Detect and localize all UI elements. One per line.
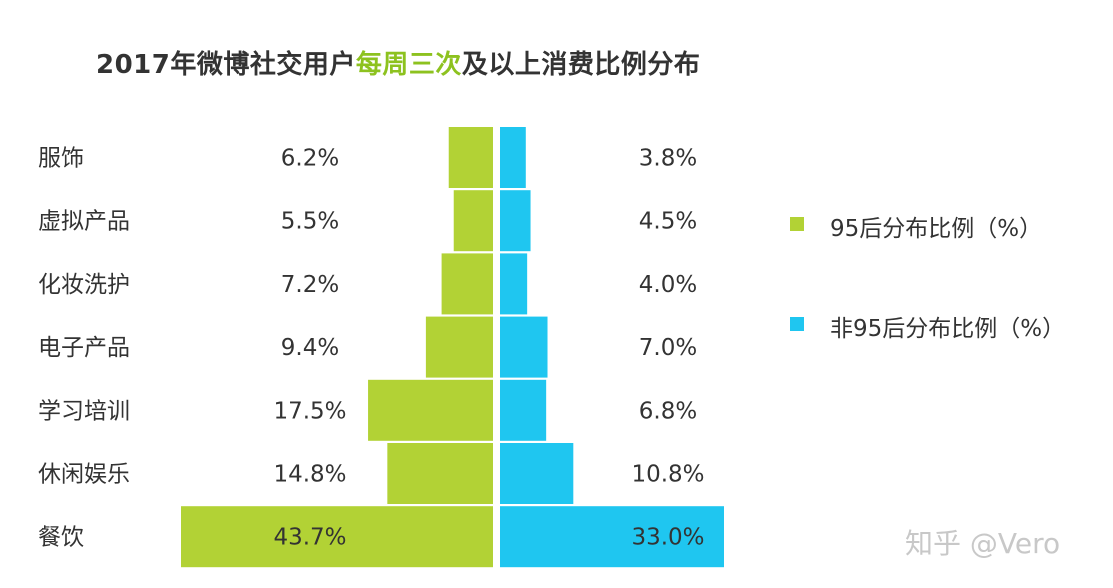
bar-95 — [181, 506, 493, 568]
value-label-non95: 33.0% — [631, 525, 704, 551]
bar-non95 — [500, 253, 528, 315]
chart-legend: 95后分布比例（%） 非95后分布比例（%） — [790, 205, 1090, 405]
bar-95 — [453, 190, 493, 252]
bar-95 — [387, 443, 493, 504]
category-label: 虚拟产品 — [38, 209, 130, 235]
category-label: 学习培训 — [38, 398, 130, 424]
value-label-95: 9.4% — [281, 335, 339, 361]
legend-swatch-non95 — [790, 317, 804, 331]
value-label-non95: 6.8% — [639, 398, 697, 424]
value-label-non95: 4.5% — [639, 209, 697, 235]
bar-non95 — [500, 127, 526, 188]
bar-95 — [425, 316, 493, 378]
legend-label-non95: 非95后分布比例（%） — [830, 316, 1066, 342]
category-label: 化妆洗护 — [38, 272, 130, 298]
chart-title: 2017年微博社交用户每周三次及以上消费比例分布 — [96, 44, 700, 81]
legend-swatch-95 — [790, 217, 804, 231]
title-highlight: 每周三次 — [355, 50, 462, 80]
category-label: 电子产品 — [38, 335, 130, 361]
watermark-text: 知乎 @Vero — [905, 527, 1061, 560]
value-label-non95: 3.8% — [639, 146, 697, 172]
value-label-95: 14.8% — [273, 462, 346, 488]
bar-95 — [448, 127, 493, 188]
title-suffix: 及以上消费比例分布 — [461, 50, 701, 80]
value-label-non95: 4.0% — [639, 272, 697, 298]
legend-item-95: 95后分布比例（%） — [790, 205, 1090, 245]
bar-95 — [441, 253, 493, 315]
value-label-95: 7.2% — [281, 272, 339, 298]
value-label-non95: 10.8% — [631, 462, 704, 488]
category-label: 休闲娱乐 — [38, 462, 130, 488]
value-label-95: 17.5% — [273, 398, 346, 424]
bar-non95 — [500, 379, 547, 441]
bar-non95 — [500, 190, 531, 252]
legend-item-non95: 非95后分布比例（%） — [790, 305, 1090, 345]
value-label-95: 5.5% — [281, 209, 339, 235]
title-prefix: 2017年微博社交用户 — [96, 50, 356, 80]
legend-label-95: 95后分布比例（%） — [830, 216, 1043, 242]
value-label-95: 43.7% — [273, 525, 346, 551]
bar-95 — [368, 379, 493, 441]
value-label-95: 6.2% — [281, 146, 339, 172]
value-label-non95: 7.0% — [639, 335, 697, 361]
bar-non95 — [500, 316, 548, 378]
bar-non95 — [500, 443, 574, 504]
category-label: 餐饮 — [38, 525, 84, 551]
bar-non95 — [500, 506, 724, 568]
category-label: 服饰 — [38, 146, 84, 172]
